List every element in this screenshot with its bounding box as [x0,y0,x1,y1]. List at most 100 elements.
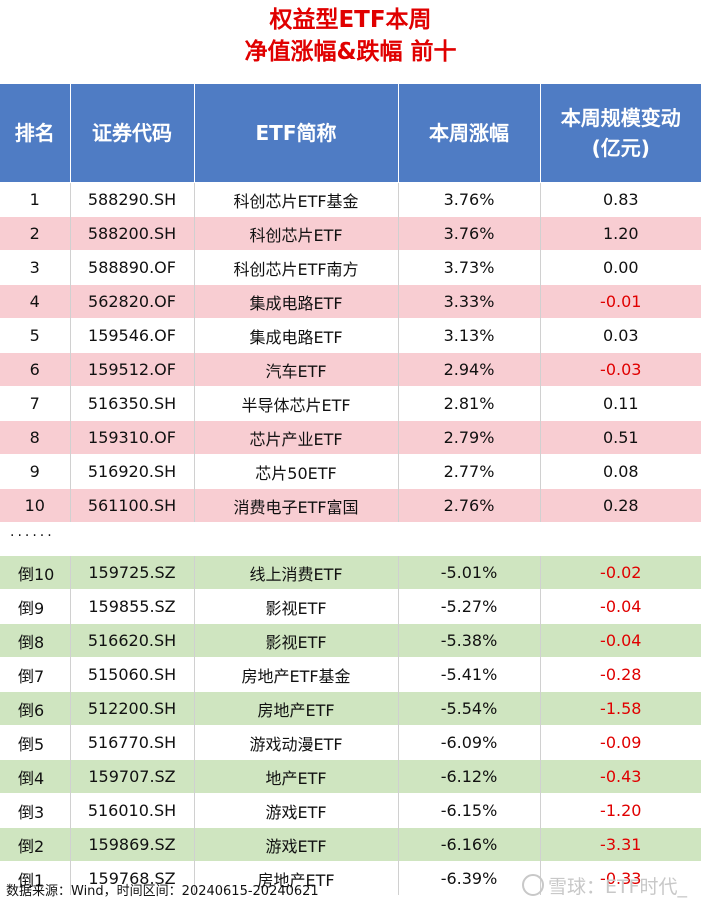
table-row: 倒3 516010.SH 游戏ETF -6.15% -1.20 [0,793,701,828]
cell-code: 159855.SZ [69,589,194,624]
cell-name: 房地产ETF [193,861,398,895]
cell-name: 游戏ETF [193,793,398,828]
cell-name: 科创芯片ETF [193,216,398,251]
cell-name: 影视ETF [193,623,398,658]
cell-rank: 8 [0,420,70,455]
table-row: 倒8 516620.SH 影视ETF -5.38% -0.04 [0,623,701,658]
header-rank: 排名 [0,84,70,183]
cell-scale: 0.28 [539,488,701,522]
cell-rank: 5 [0,318,70,353]
table-row: 倒1 159768.SZ 房地产ETF -6.39% -0.33 [0,861,701,895]
cell-change: 3.73% [397,250,540,285]
cell-name: 集成电路ETF [193,284,398,319]
cell-scale: 0.03 [539,318,701,353]
cell-name: 线上消费ETF [193,555,398,590]
ellipsis-row: ...... [0,522,701,556]
cell-scale: -0.03 [539,352,701,387]
table-row: 6 159512.OF 汽车ETF 2.94% -0.03 [0,352,701,387]
header-scale-line2: (亿元) [591,136,650,160]
cell-change: 2.76% [397,488,540,522]
table-row: 倒7 515060.SH 房地产ETF基金 -5.41% -0.28 [0,657,701,692]
cell-code: 159546.OF [69,318,194,353]
snowball-logo-icon [521,874,544,896]
table-row: 倒9 159855.SZ 影视ETF -5.27% -0.04 [0,589,701,624]
cell-scale: -0.43 [539,759,701,794]
cell-change: 3.33% [397,284,540,319]
header-scale: 本周规模变动 (亿元) [539,84,701,183]
table-row: 倒4 159707.SZ 地产ETF -6.12% -0.43 [0,759,701,794]
cell-scale: 0.00 [539,250,701,285]
cell-name: 汽车ETF [193,352,398,387]
table-row: 9 516920.SH 芯片50ETF 2.77% 0.08 [0,454,701,489]
cell-rank: 3 [0,250,70,285]
cell-code: 512200.SH [69,691,194,726]
cell-code: 159869.SZ [69,827,194,862]
cell-scale: -0.28 [539,657,701,692]
page-title-line1: 权益型ETF本周 [269,7,432,33]
cell-name: 芯片50ETF [193,454,398,489]
cell-change: -6.12% [397,759,540,794]
table-row: 7 516350.SH 半导体芯片ETF 2.81% 0.11 [0,386,701,421]
table-body: 1 588290.SH 科创芯片ETF基金 3.76% 0.83 2 588200.SH 科创… [0,182,701,895]
cell-change: -6.39% [397,861,540,895]
cell-rank: 倒10 [0,555,70,590]
cell-name: 房地产ETF基金 [193,657,398,692]
table-row: 倒6 512200.SH 房地产ETF -5.54% -1.58 [0,691,701,726]
ellipsis: ...... [0,522,701,556]
cell-change: -5.27% [397,589,540,624]
cell-scale: -0.33 [539,861,701,895]
cell-code: 561100.SH [69,488,194,522]
cell-code: 159725.SZ [69,555,194,590]
cell-rank: 倒7 [0,657,70,692]
cell-scale: -0.02 [539,555,701,590]
page-title-line2: 净值涨幅&跌幅 前十 [244,39,457,65]
cell-code: 159512.OF [69,352,194,387]
table-row: 10 561100.SH 消费电子ETF富国 2.76% 0.28 [0,488,701,522]
cell-scale: -1.20 [539,793,701,828]
cell-code: 588890.OF [69,250,194,285]
cell-code: 516920.SH [69,454,194,489]
data-source-note: 数据来源：Wind，时间区间：20240615-20240621 [6,884,319,899]
cell-scale: -1.58 [539,691,701,726]
cell-change: -6.09% [397,725,540,760]
header-scale-line1: 本周规模变动 [560,106,681,130]
cell-name: 消费电子ETF富国 [193,488,398,522]
cell-rank: 倒6 [0,691,70,726]
cell-code: 516770.SH [69,725,194,760]
cell-code: 516350.SH [69,386,194,421]
cell-rank: 7 [0,386,70,421]
table-row: 5 159546.OF 集成电路ETF 3.13% 0.03 [0,318,701,353]
cell-change: 3.76% [397,182,540,217]
cell-name: 影视ETF [193,589,398,624]
cell-code: 562820.OF [69,284,194,319]
table-row: 8 159310.OF 芯片产业ETF 2.79% 0.51 [0,420,701,455]
cell-change: -5.41% [397,657,540,692]
header-code: 证券代码 [69,84,194,183]
cell-rank: 倒1 [0,861,70,895]
cell-rank: 10 [0,488,70,522]
cell-name: 芯片产业ETF [193,420,398,455]
cell-code: 588200.SH [69,216,194,251]
cell-rank: 6 [0,352,70,387]
cell-name: 房地产ETF [193,691,398,726]
header-name: ETF简称 [193,84,398,183]
cell-change: 3.76% [397,216,540,251]
cell-rank: 2 [0,216,70,251]
cell-rank: 4 [0,284,70,319]
cell-change: -6.15% [397,793,540,828]
cell-code: 159707.SZ [69,759,194,794]
cell-rank: 倒8 [0,623,70,658]
cell-change: 2.77% [397,454,540,489]
cell-change: -5.38% [397,623,540,658]
etf-ranking-table: 排名 证券代码 ETF简称 本周涨幅 本周规模变动 (亿元) 1 588290.S… [0,84,701,895]
cell-scale: 1.20 [539,216,701,251]
cell-change: 2.94% [397,352,540,387]
cell-name: 集成电路ETF [193,318,398,353]
cell-scale: -0.09 [539,725,701,760]
cell-name: 地产ETF [193,759,398,794]
cell-scale: -3.31 [539,827,701,862]
cell-scale: 0.51 [539,420,701,455]
cell-change: -5.01% [397,555,540,590]
header-change: 本周涨幅 [397,84,540,183]
watermark: 雪球：ETF时代_ [521,872,687,899]
